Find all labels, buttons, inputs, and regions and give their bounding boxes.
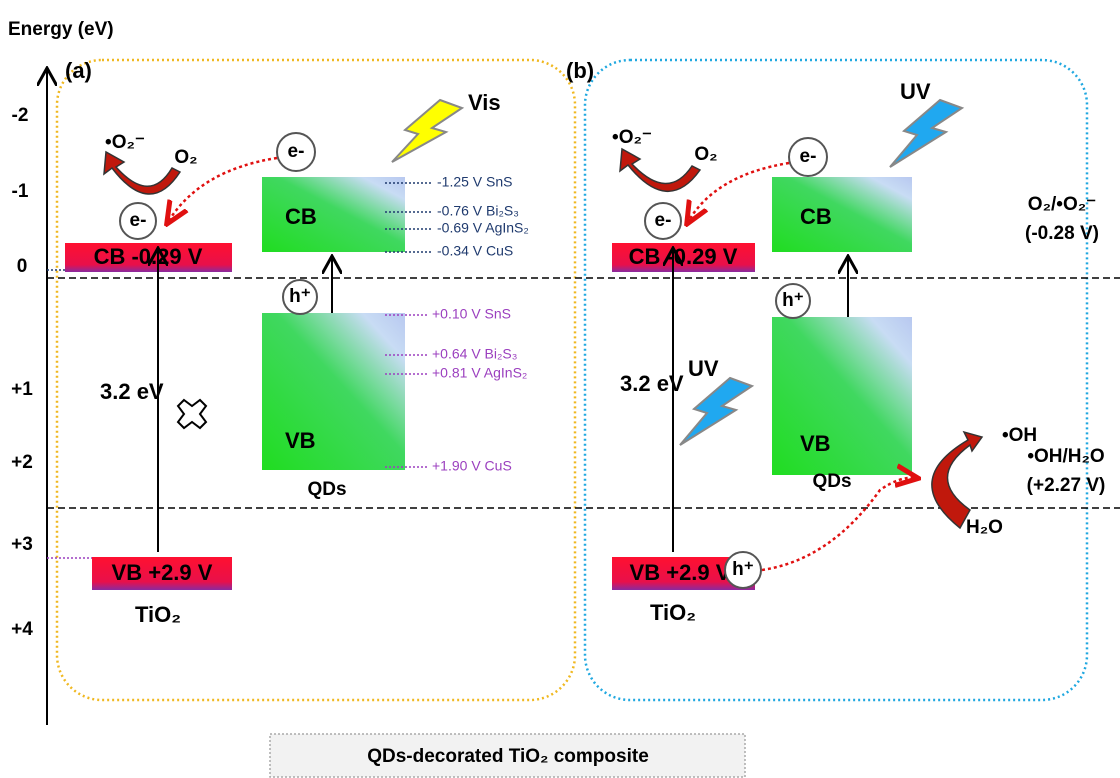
panel-label: (a) — [65, 58, 92, 83]
level-label: +0.64 V Bi₂S₃ — [432, 346, 517, 362]
tio2-label: TiO₂ — [135, 602, 181, 627]
qd-vb-label: VB — [285, 428, 316, 453]
tick-label: +3 — [11, 534, 33, 555]
hole-circle — [282, 279, 318, 315]
level-label: -0.69 V AgInS₂ — [437, 220, 529, 236]
tick-label: +2 — [11, 452, 33, 473]
reaction-arrow — [931, 430, 984, 530]
electron-circle — [276, 132, 316, 172]
superoxide-label: •O₂⁻ — [105, 132, 145, 153]
band-gap-label: 3.2 eV — [620, 371, 684, 396]
transfer-arrow — [688, 161, 790, 222]
reference-label: O₂/•O₂⁻ — [1028, 194, 1096, 215]
hole-circle — [775, 283, 811, 319]
caption: QDs-decorated TiO₂ composite — [367, 746, 649, 767]
level-label: +0.10 V SnS — [432, 306, 511, 322]
level-label: +1.90 V CuS — [432, 458, 512, 474]
water-label: H₂O — [966, 517, 1003, 538]
light-label: Vis — [468, 90, 501, 115]
caption-box — [269, 733, 746, 778]
reaction-arrow — [619, 147, 702, 193]
qd-vb-box — [262, 313, 405, 470]
qd-vb-box — [772, 317, 912, 475]
transfer-arrow — [761, 478, 916, 572]
tick-label: +4 — [11, 619, 33, 640]
reference-potential: (+2.27 V) — [1027, 475, 1106, 496]
tick-label: +1 — [11, 379, 33, 400]
oxygen-label: O₂ — [694, 144, 717, 165]
tio2-cb-label: CB -0.29 V — [94, 244, 203, 269]
electron-label: e- — [655, 210, 672, 231]
qd-cb-box — [772, 177, 912, 252]
vb-levels: +0.10 V SnS +0.64 V Bi₂S₃ +0.81 V AgInS₂… — [385, 306, 527, 474]
hydroxyl-label: •OH — [1002, 425, 1037, 446]
level-label: -0.34 V CuS — [437, 243, 513, 259]
level-label: -0.76 V Bi₂S₃ — [437, 203, 519, 219]
lightning-icon — [679, 376, 755, 446]
panel-label: (b) — [566, 58, 594, 83]
reference-potential: (-0.28 V) — [1025, 223, 1099, 244]
reaction-arrow — [103, 150, 182, 195]
light-label: UV — [688, 356, 719, 381]
electron-circle — [119, 202, 157, 240]
tio2-cb-bar — [612, 243, 755, 272]
lightning-icon — [391, 98, 465, 163]
axis-ticks: -2 -1 0 +1 +2 +3 +4 — [11, 105, 33, 640]
superoxide-label: •O₂⁻ — [612, 127, 652, 148]
hole-label: h⁺ — [732, 559, 754, 580]
level-label: +0.81 V AgInS₂ — [432, 365, 527, 381]
electron-circle — [644, 202, 682, 240]
tick-label: -2 — [12, 105, 29, 126]
panel-b-frame — [583, 58, 1089, 702]
qd-cb-label: CB — [800, 204, 832, 229]
tio2-vb-bar — [92, 557, 232, 590]
hole-circle — [724, 551, 762, 589]
qd-cb-box — [262, 177, 405, 252]
tio2-label: TiO₂ — [650, 600, 696, 625]
qd-vb-label: VB — [800, 431, 831, 456]
reference-label: •OH/H₂O — [1027, 446, 1104, 467]
oxygen-label: O₂ — [174, 147, 197, 168]
qd-cb-label: CB — [285, 204, 317, 229]
hole-label: h⁺ — [289, 286, 311, 307]
tick-label: -1 — [12, 181, 29, 202]
hole-label: h⁺ — [782, 290, 804, 311]
cross-icon — [176, 398, 208, 430]
axis-title: Energy (eV) — [8, 19, 114, 40]
qds-label: QDs — [812, 471, 851, 492]
electron-circle — [788, 137, 828, 177]
tick-label: 0 — [17, 256, 28, 277]
electron-label: e- — [800, 146, 817, 167]
electron-label: e- — [130, 210, 147, 231]
tio2-vb-label: VB +2.9 V — [112, 560, 213, 585]
light-label: UV — [900, 79, 931, 104]
cb-levels: -1.25 V SnS -0.76 V Bi₂S₃ -0.69 V AgInS₂… — [385, 174, 529, 259]
electron-label: e- — [288, 141, 305, 162]
tio2-cb-label: CB -0.29 V — [629, 244, 738, 269]
lightning-icon — [889, 98, 965, 168]
band-gap-label: 3.2 eV — [100, 379, 164, 404]
level-label: -1.25 V SnS — [437, 174, 513, 190]
tio2-vb-label: VB +2.9 V — [630, 560, 731, 585]
qds-label: QDs — [307, 479, 346, 500]
